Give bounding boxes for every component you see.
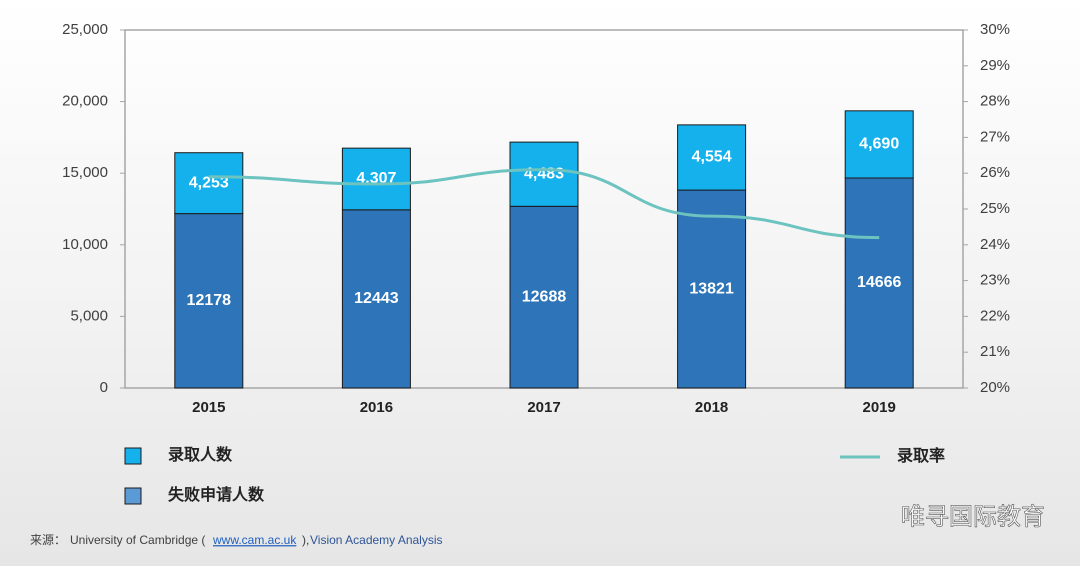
y2-tick-label: 30% xyxy=(980,21,1010,38)
data-label: 4,690 xyxy=(859,136,899,153)
bar-segment xyxy=(341,209,411,389)
data-label: 12688 xyxy=(522,288,567,305)
y2-tick-label: 26% xyxy=(980,164,1010,181)
bar-segment xyxy=(677,189,747,389)
watermark: 唯寻国际教育 xyxy=(901,503,1045,530)
bar-segment xyxy=(509,205,579,389)
data-label: 13821 xyxy=(689,280,734,297)
y2-tick-label: 29% xyxy=(980,57,1010,74)
legend-swatch xyxy=(124,447,142,465)
y-tick-label: 5,000 xyxy=(70,307,108,324)
x-tick-label: 2019 xyxy=(863,399,896,416)
x-tick-label: 2016 xyxy=(360,399,393,416)
source-prefix: 来源： xyxy=(30,533,66,547)
bar-segment xyxy=(341,147,411,211)
legend-label: 失败申请人数 xyxy=(168,485,265,504)
legend-swatch xyxy=(124,487,142,505)
data-label: 4,253 xyxy=(189,174,229,191)
y-tick-label: 0 xyxy=(100,379,108,396)
source-link: www.cam.ac.uk xyxy=(212,533,297,547)
y2-tick-label: 22% xyxy=(980,307,1010,324)
legend-label: 录取率 xyxy=(897,446,945,465)
rate-line xyxy=(208,168,880,240)
y-tick-label: 25,000 xyxy=(62,21,108,38)
bar-segment xyxy=(844,110,914,179)
y2-tick-label: 20% xyxy=(980,379,1010,396)
data-label: 4,483 xyxy=(524,165,564,182)
y2-tick-label: 21% xyxy=(980,343,1010,360)
y2-tick-label: 23% xyxy=(980,272,1010,289)
y2-tick-label: 24% xyxy=(980,236,1010,253)
y-tick-label: 15,000 xyxy=(62,164,108,181)
bar-segment xyxy=(174,152,244,215)
bar-segment xyxy=(677,124,747,191)
data-label: 14666 xyxy=(857,274,902,291)
x-tick-label: 2015 xyxy=(192,399,225,416)
data-label: 4,554 xyxy=(692,149,732,166)
data-label: 12443 xyxy=(354,290,399,307)
y2-tick-label: 28% xyxy=(980,93,1010,110)
x-tick-label: 2018 xyxy=(695,399,728,416)
y-tick-label: 20,000 xyxy=(62,93,108,110)
y-tick-label: 10,000 xyxy=(62,236,108,253)
source-analysis: Vision Academy Analysis xyxy=(310,533,443,547)
legend-label: 录取人数 xyxy=(168,445,233,464)
bar-segment xyxy=(174,213,244,389)
bar-segment xyxy=(509,141,579,207)
source-suffix: ), xyxy=(302,533,309,547)
y2-tick-label: 25% xyxy=(980,200,1010,217)
y2-tick-label: 27% xyxy=(980,128,1010,145)
x-tick-label: 2017 xyxy=(527,399,560,416)
source-text: University of Cambridge ( xyxy=(70,533,205,547)
data-label: 12178 xyxy=(187,292,232,309)
bar-segment xyxy=(844,177,914,389)
